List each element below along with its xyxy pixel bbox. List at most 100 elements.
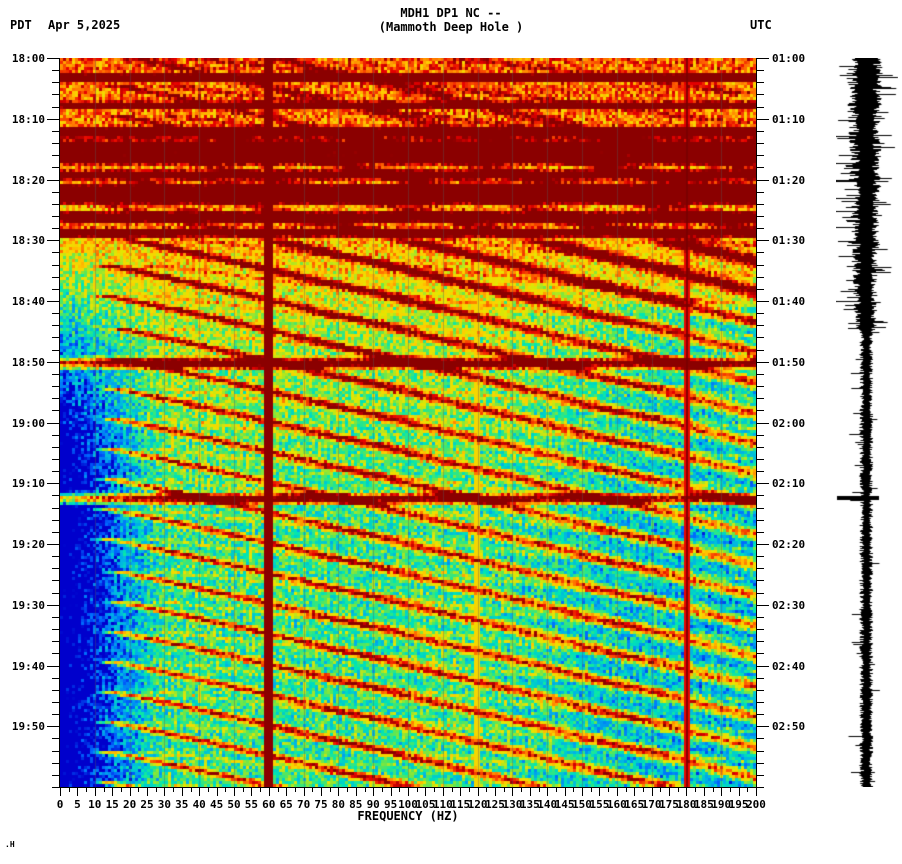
seismogram-trace-canvas <box>836 58 898 787</box>
time-tick-minor <box>756 616 764 618</box>
time-axis-label: 02:20 <box>772 538 806 551</box>
frequency-tick-major <box>268 787 270 796</box>
frequency-tick-minor <box>468 787 470 792</box>
frequency-tick-minor <box>503 787 505 792</box>
frequency-tick-minor <box>625 787 627 792</box>
time-tick-minor <box>756 592 764 594</box>
frequency-axis-label: 80 <box>331 798 346 811</box>
frequency-tick-minor <box>695 787 697 792</box>
frequency-axis-label: 85 <box>349 798 363 811</box>
frequency-axis-label: 95 <box>383 798 398 811</box>
time-axis-label: 18:50 <box>11 355 45 369</box>
frequency-tick-minor <box>312 787 314 792</box>
time-axis-label: 19:30 <box>11 598 45 612</box>
frequency-tick-major <box>564 787 566 796</box>
time-tick-minor <box>52 70 60 72</box>
frequency-axis-label: 55 <box>244 798 259 811</box>
time-tick-minor <box>52 787 60 788</box>
frequency-tick-minor <box>555 787 557 792</box>
frequency-tick-minor <box>381 787 383 792</box>
frequency-tick-minor <box>120 787 122 792</box>
time-tick-minor <box>756 787 764 788</box>
frequency-axis-label: 110 <box>432 798 453 811</box>
frequency-axis-title: FREQUENCY (HZ) <box>357 809 459 823</box>
time-tick-minor <box>52 556 60 558</box>
frequency-tick-major <box>321 787 322 796</box>
time-tick-minor <box>52 738 60 740</box>
time-tick-minor <box>52 313 60 315</box>
time-tick-major <box>47 361 60 363</box>
time-tick-minor <box>756 629 764 631</box>
time-tick-minor <box>756 458 764 460</box>
frequency-tick-major <box>234 787 235 796</box>
frequency-axis-label: 15 <box>105 798 119 811</box>
frequency-axis-label: 40 <box>192 798 206 811</box>
frequency-tick-minor <box>277 787 279 792</box>
frequency-axis-label: 140 <box>537 798 558 811</box>
frequency-axis: 0 5 10 15 20 25 30 35 40 45 50 55 60 65 70 75 80 85 90 95 10… <box>56 787 766 847</box>
time-tick-minor <box>756 762 764 764</box>
frequency-axis-label: 105 <box>415 798 436 811</box>
spectrogram-plot[interactable] <box>60 58 756 787</box>
frequency-axis-label: 70 <box>296 798 311 811</box>
frequency-tick-major <box>529 787 531 796</box>
time-axis-label: 18:00 <box>11 52 45 65</box>
frequency-axis-label: 45 <box>209 798 224 811</box>
frequency-axis-label: 195 <box>728 798 749 811</box>
time-axis-label: 01:50 <box>772 355 806 369</box>
frequency-axis-label: 160 <box>606 798 627 811</box>
time-axis-label: 19:00 <box>11 416 45 430</box>
time-tick-minor <box>52 495 60 497</box>
time-tick-minor <box>52 215 60 217</box>
time-tick-minor <box>756 276 764 278</box>
time-tick-minor <box>52 689 60 691</box>
time-tick-minor <box>756 252 764 254</box>
time-tick-minor <box>52 373 60 375</box>
time-tick-minor <box>52 641 60 643</box>
time-axis-label: 18:20 <box>11 173 45 187</box>
time-tick-minor <box>756 313 764 315</box>
frequency-tick-major <box>582 787 583 796</box>
time-tick-minor <box>756 94 764 96</box>
time-tick-minor <box>52 94 60 96</box>
frequency-axis-label: 165 <box>624 798 645 811</box>
frequency-tick-minor <box>486 787 488 792</box>
frequency-tick-major <box>425 787 427 796</box>
time-tick-minor <box>52 288 60 290</box>
time-tick-major <box>756 361 769 363</box>
time-tick-minor <box>52 519 60 521</box>
time-tick-minor <box>52 252 60 254</box>
time-tick-minor <box>756 531 764 533</box>
frequency-tick-major <box>408 787 409 796</box>
time-axis-label: 19:50 <box>11 720 45 734</box>
time-tick-major <box>756 544 769 545</box>
seismogram-trace-panel[interactable] <box>836 58 898 787</box>
time-tick-minor <box>52 130 60 132</box>
station-subtitle: (Mammoth Deep Hole ) <box>378 20 524 34</box>
frequency-tick-minor <box>677 787 679 792</box>
frequency-tick-minor <box>190 787 192 792</box>
frequency-tick-minor <box>416 787 418 792</box>
frequency-tick-major <box>669 787 670 796</box>
frequency-axis-label: 170 <box>641 798 662 811</box>
time-axis-label: 02:10 <box>772 477 806 491</box>
frequency-tick-minor <box>86 787 88 792</box>
frequency-tick-major <box>651 787 653 796</box>
time-tick-minor <box>52 580 60 582</box>
time-tick-minor <box>756 228 764 230</box>
frequency-tick-minor <box>138 787 140 792</box>
frequency-tick-major <box>460 787 462 796</box>
time-tick-major <box>47 422 60 424</box>
frequency-axis-label: 0 <box>56 798 64 811</box>
time-tick-minor <box>756 288 764 290</box>
time-tick-minor <box>52 677 60 679</box>
time-tick-minor <box>756 677 764 679</box>
frequency-tick-major <box>355 787 357 796</box>
frequency-axis-label: 65 <box>279 798 293 811</box>
time-tick-minor <box>52 653 60 655</box>
time-tick-minor <box>756 264 764 266</box>
frequency-axis-label: 25 <box>140 798 154 811</box>
frequency-axis-label: 120 <box>467 798 488 811</box>
frequency-tick-major <box>738 787 740 796</box>
time-tick-major <box>756 118 769 120</box>
